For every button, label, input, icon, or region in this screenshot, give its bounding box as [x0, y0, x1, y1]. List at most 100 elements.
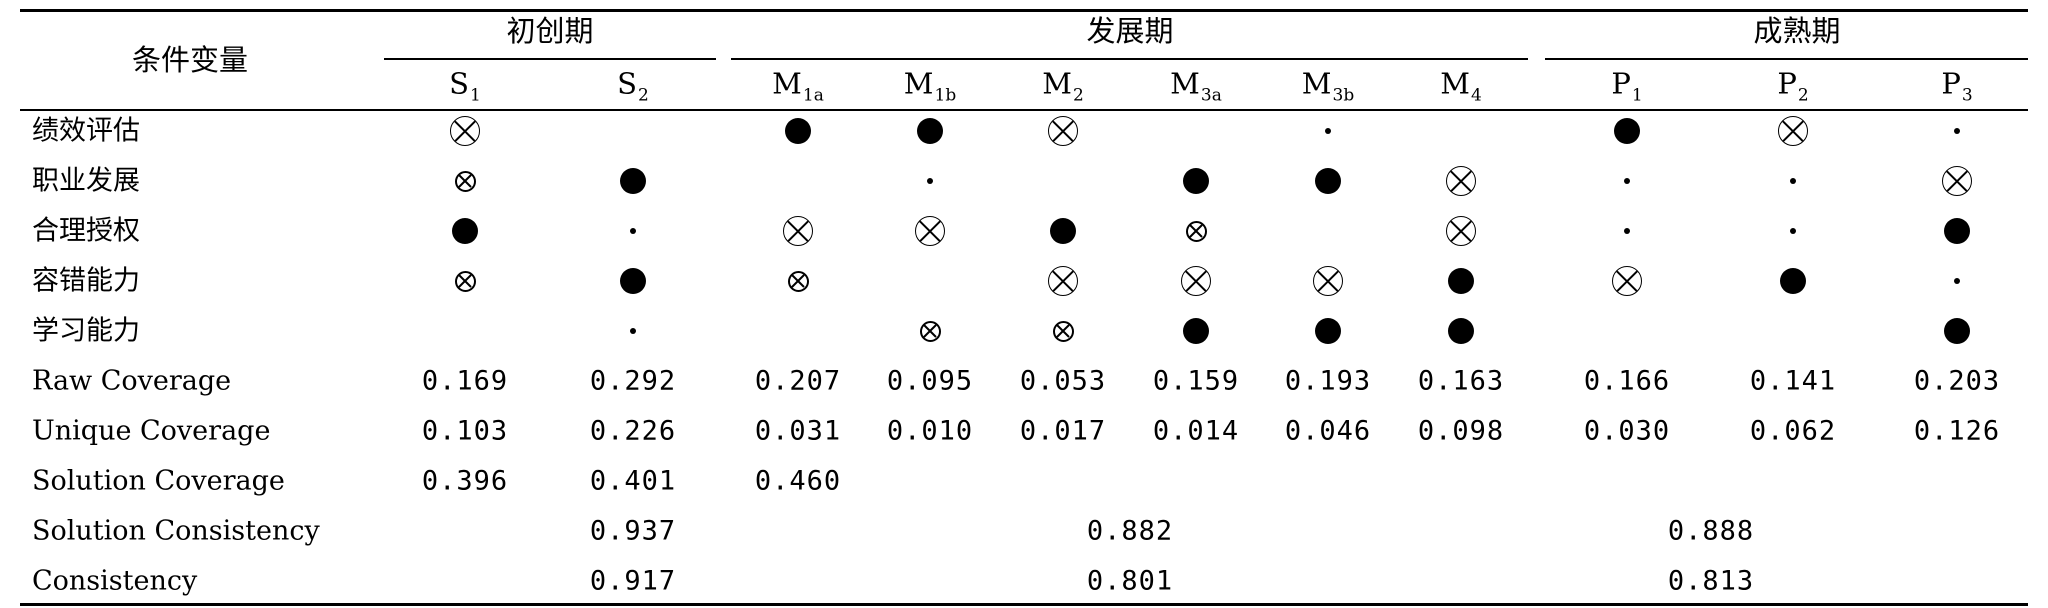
metric-value: 0.098	[1417, 415, 1505, 447]
metric-value: 0.062	[1749, 415, 1837, 447]
peripheral-present-symbol	[630, 228, 636, 234]
condition-label: 容错能力	[32, 265, 140, 297]
peripheral-present-symbol	[1954, 128, 1960, 134]
unique-coverage-label: Unique Coverage	[32, 415, 271, 447]
metric-value: 0.031	[754, 415, 842, 447]
config-header-p3: P3	[1941, 66, 1972, 104]
core-present-symbol	[1944, 218, 1970, 244]
stage-rule-development	[731, 58, 1528, 60]
peripheral-present-symbol	[1954, 278, 1960, 284]
config-header-subscript: 2	[1797, 85, 1809, 106]
core-absent-symbol	[1181, 266, 1211, 296]
peripheral-present-symbol	[630, 328, 636, 334]
metric-value: 0.030	[1583, 415, 1671, 447]
peripheral-absent-symbol	[787, 270, 809, 292]
config-header-letter: P	[1941, 66, 1961, 101]
config-header-m2: M2	[1042, 66, 1084, 104]
core-present-symbol	[785, 118, 811, 144]
metric-value: 0.226	[589, 415, 677, 447]
peripheral-present-symbol	[1624, 178, 1630, 184]
metric-value: 0.396	[421, 465, 509, 497]
config-header-subscript: 3b	[1332, 85, 1355, 106]
condition-label: 职业发展	[32, 165, 140, 197]
core-absent-symbol	[783, 216, 813, 246]
stage-header-startup: 初创期	[506, 14, 594, 48]
config-header-subscript: 4	[1470, 85, 1482, 106]
core-absent-symbol	[1313, 266, 1343, 296]
config-header-p2: P2	[1777, 66, 1808, 104]
metric-value: 0.159	[1152, 365, 1240, 397]
core-absent-symbol	[1778, 116, 1808, 146]
metric-value: 0.126	[1913, 415, 2001, 447]
config-header-s2: S2	[617, 69, 649, 104]
condition-label: 学习能力	[32, 315, 140, 347]
config-header-letter: M	[1301, 66, 1332, 101]
metric-value: 0.017	[1019, 415, 1107, 447]
metric-value: 0.141	[1749, 365, 1837, 397]
corner-header: 条件变量	[132, 43, 249, 77]
core-present-symbol	[1183, 318, 1209, 344]
config-header-subscript: 3a	[1200, 85, 1222, 106]
peripheral-present-symbol	[927, 178, 933, 184]
config-header-m1a: M1a	[772, 66, 824, 104]
core-present-symbol	[452, 218, 478, 244]
peripheral-absent-symbol	[919, 320, 941, 342]
peripheral-absent-symbol	[454, 170, 476, 192]
config-header-subscript: 2	[1072, 85, 1084, 106]
core-present-symbol	[1448, 318, 1474, 344]
metric-value: 0.169	[421, 365, 509, 397]
core-absent-symbol	[1446, 166, 1476, 196]
core-present-symbol	[917, 118, 943, 144]
metric-value: 0.917	[589, 565, 677, 597]
config-header-m1b: M1b	[903, 66, 956, 104]
peripheral-present-symbol	[1790, 178, 1796, 184]
metric-value: 0.801	[1086, 565, 1174, 597]
core-present-symbol	[1315, 168, 1341, 194]
peripheral-absent-symbol	[454, 270, 476, 292]
core-present-symbol	[1050, 218, 1076, 244]
config-header-m4: M4	[1440, 66, 1482, 104]
metric-value: 0.046	[1284, 415, 1372, 447]
stage-rule-startup	[384, 58, 716, 60]
config-header-letter: P	[1777, 66, 1797, 101]
metric-value: 0.163	[1417, 365, 1505, 397]
core-absent-symbol	[915, 216, 945, 246]
metric-value: 0.292	[589, 365, 677, 397]
metric-value: 0.888	[1667, 515, 1755, 547]
metric-value: 0.166	[1583, 365, 1671, 397]
peripheral-absent-symbol	[1185, 220, 1207, 242]
header-rule	[20, 109, 2028, 111]
config-header-letter: M	[1440, 66, 1470, 101]
consistency-label: Consistency	[32, 565, 198, 597]
config-header-subscript: 1	[1631, 85, 1643, 106]
core-present-symbol	[1183, 168, 1209, 194]
stage-header-mature: 成熟期	[1753, 14, 1841, 48]
metric-value: 0.103	[421, 415, 509, 447]
config-header-letter: M	[1042, 66, 1072, 101]
config-header-letter: M	[903, 66, 934, 101]
core-absent-symbol	[1612, 266, 1642, 296]
config-header-letter: P	[1611, 66, 1631, 101]
metric-value: 0.207	[754, 365, 842, 397]
core-absent-symbol	[1048, 266, 1078, 296]
config-header-s1: S1	[449, 66, 481, 104]
raw-coverage-label: Raw Coverage	[32, 365, 232, 397]
metric-value: 0.014	[1152, 415, 1240, 447]
metric-value: 0.813	[1667, 565, 1755, 597]
config-header-letter: M	[1170, 66, 1200, 101]
solution-consistency-label: Solution Consistency	[32, 515, 320, 547]
condition-label: 合理授权	[32, 215, 140, 247]
core-absent-symbol	[450, 116, 480, 146]
solution-coverage-label: Solution Coverage	[32, 465, 285, 497]
top-rule	[20, 9, 2028, 12]
config-header-subscript: 3	[1961, 85, 1973, 106]
config-header-letter: M	[772, 66, 802, 101]
bottom-rule	[20, 603, 2028, 606]
metric-value: 0.937	[589, 515, 677, 547]
peripheral-present-symbol	[1790, 228, 1796, 234]
core-absent-symbol	[1048, 116, 1078, 146]
metric-value: 0.882	[1086, 515, 1174, 547]
core-present-symbol	[1944, 318, 1970, 344]
core-present-symbol	[1448, 268, 1474, 294]
config-header-letter: S	[449, 66, 470, 101]
